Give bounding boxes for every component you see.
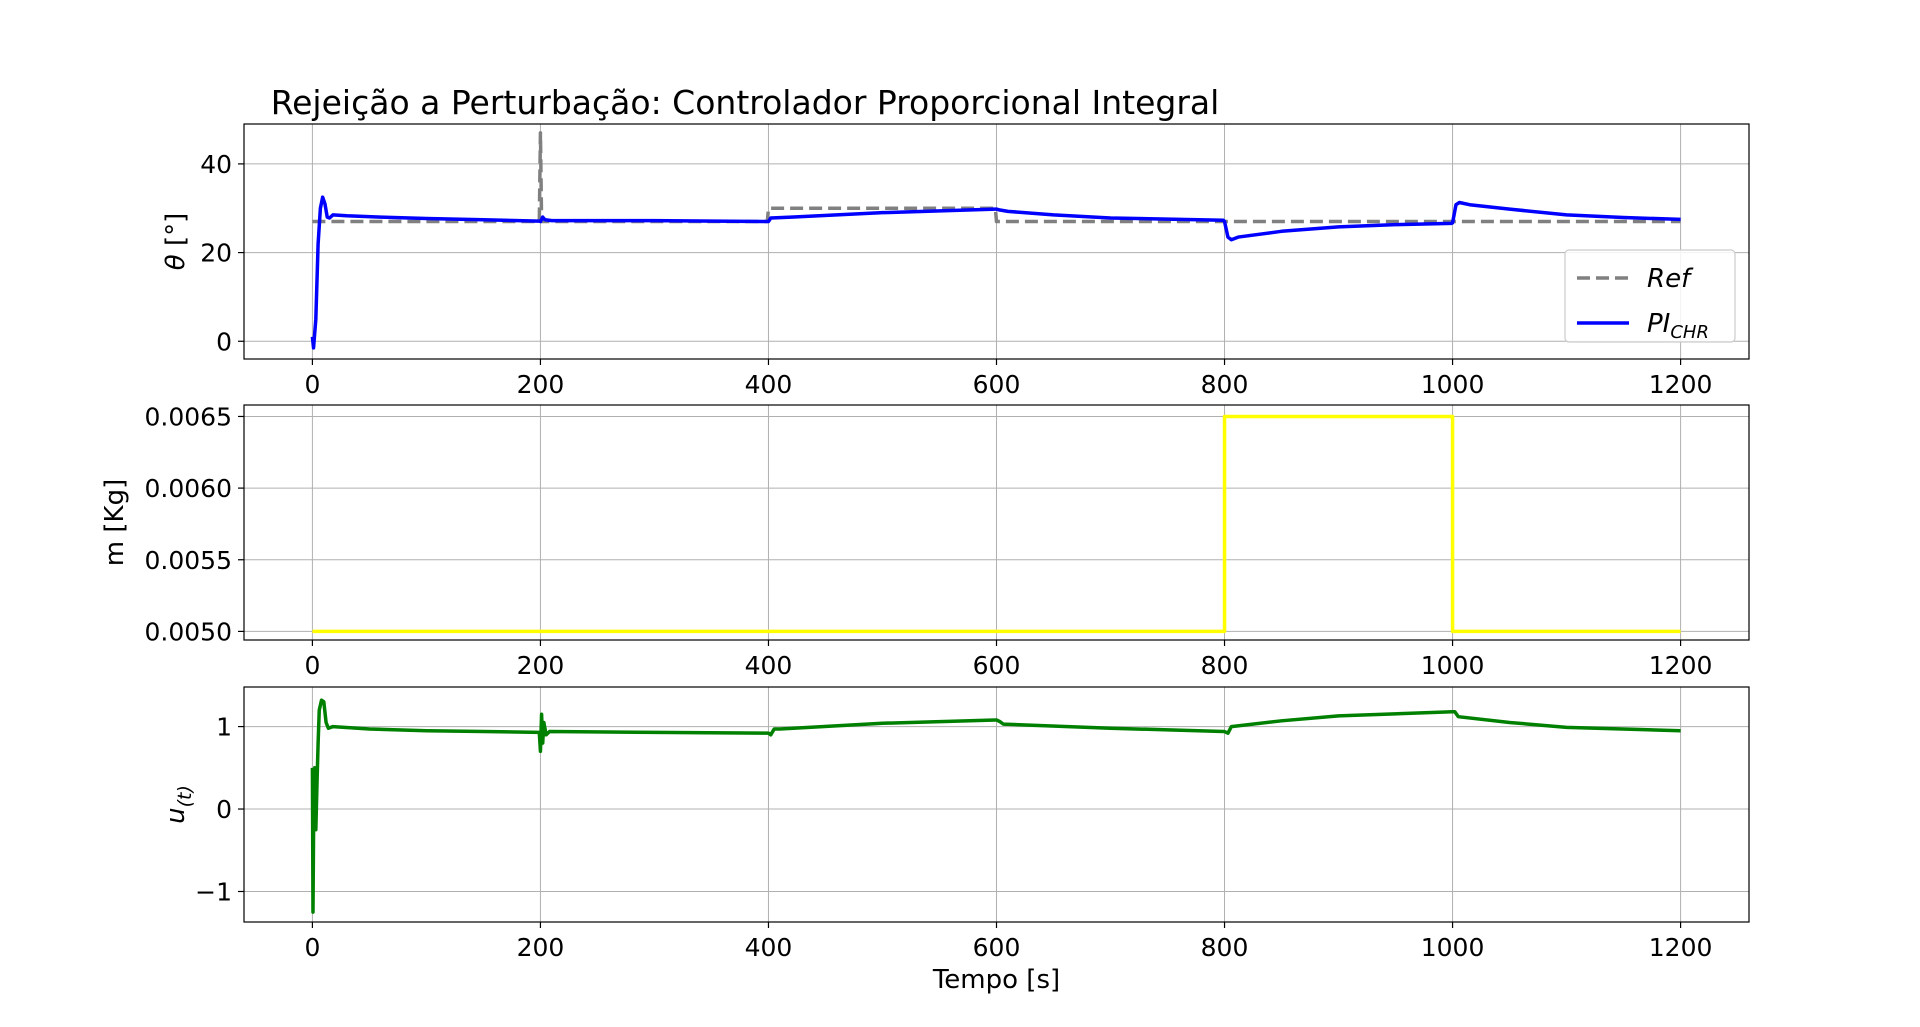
y-tick-label: 0 xyxy=(216,795,232,824)
control-panel: 0 200 400 600 800 1000 1200 −1 0 1 u(t) Tempo [s] xyxy=(161,686,1750,995)
legend-label-main: Ref xyxy=(1647,264,1694,294)
series-line-pi xyxy=(310,195,1681,350)
y-tick-label: −1 xyxy=(195,877,232,906)
legend-label: Ref xyxy=(1647,264,1694,294)
legend-label: PICHR xyxy=(1647,309,1709,343)
x-tick-label: 400 xyxy=(745,933,793,962)
y-axis-subscript: (t) xyxy=(174,785,196,807)
x-tick-label: 1200 xyxy=(1649,933,1713,962)
series-line-series-0 xyxy=(310,698,1681,914)
x-tick-label: 0 xyxy=(304,651,320,680)
y-tick-label: 0.0060 xyxy=(145,474,232,503)
x-tick-label: 600 xyxy=(973,370,1021,399)
legend-label-subscript: CHR xyxy=(1670,322,1709,343)
y-tick-label: 40 xyxy=(200,150,232,179)
x-axis-label: Tempo [s] xyxy=(932,965,1060,995)
x-tick-label: 0 xyxy=(304,370,320,399)
y-axis-label: θ [°] xyxy=(161,213,191,270)
x-tick-label: 400 xyxy=(745,651,793,680)
y-tick-label: 0.0050 xyxy=(145,617,232,646)
legend: Ref PICHR xyxy=(1564,249,1736,343)
y-axis-symbol: θ xyxy=(161,254,191,270)
y-axis-unit: [°] xyxy=(161,213,191,255)
x-tick-label: 600 xyxy=(973,933,1021,962)
y-tick-label: 0.0065 xyxy=(145,402,232,431)
x-tick-label: 200 xyxy=(517,370,565,399)
y-axis-label: u(t) xyxy=(161,785,196,824)
x-tick-label: 200 xyxy=(517,651,565,680)
y-axis-label: m [Kg] xyxy=(100,479,130,566)
x-tick-label: 1000 xyxy=(1421,651,1485,680)
y-tick-label: 0.0055 xyxy=(145,546,232,575)
x-tick-label: 1000 xyxy=(1421,933,1485,962)
mass-panel: 0 200 400 600 800 1000 1200 0.0050 0.0055 0.0060 0… xyxy=(100,402,1750,680)
legend-box xyxy=(1564,249,1736,343)
theta-panel: 0 200 400 600 800 1000 1200 0 20 40 θ [°] Ref PICHR xyxy=(161,123,1750,399)
chart-title: Rejeição a Perturbação: Controlador Prop… xyxy=(271,83,1220,122)
y-tick-label: 1 xyxy=(216,713,232,742)
x-tick-label: 200 xyxy=(517,933,565,962)
x-tick-label: 1000 xyxy=(1421,370,1485,399)
legend-label-main: PI xyxy=(1647,309,1670,339)
series-line-series-0 xyxy=(312,414,1681,634)
y-tick-label: 0 xyxy=(216,327,232,356)
x-tick-label: 800 xyxy=(1201,651,1249,680)
y-tick-label: 20 xyxy=(200,239,232,268)
x-tick-label: 1200 xyxy=(1649,370,1713,399)
x-tick-label: 800 xyxy=(1201,370,1249,399)
x-tick-label: 1200 xyxy=(1649,651,1713,680)
x-tick-label: 400 xyxy=(745,370,793,399)
x-tick-label: 0 xyxy=(304,933,320,962)
x-tick-label: 600 xyxy=(973,651,1021,680)
y-axis-symbol: u xyxy=(161,807,191,823)
x-tick-label: 800 xyxy=(1201,933,1249,962)
